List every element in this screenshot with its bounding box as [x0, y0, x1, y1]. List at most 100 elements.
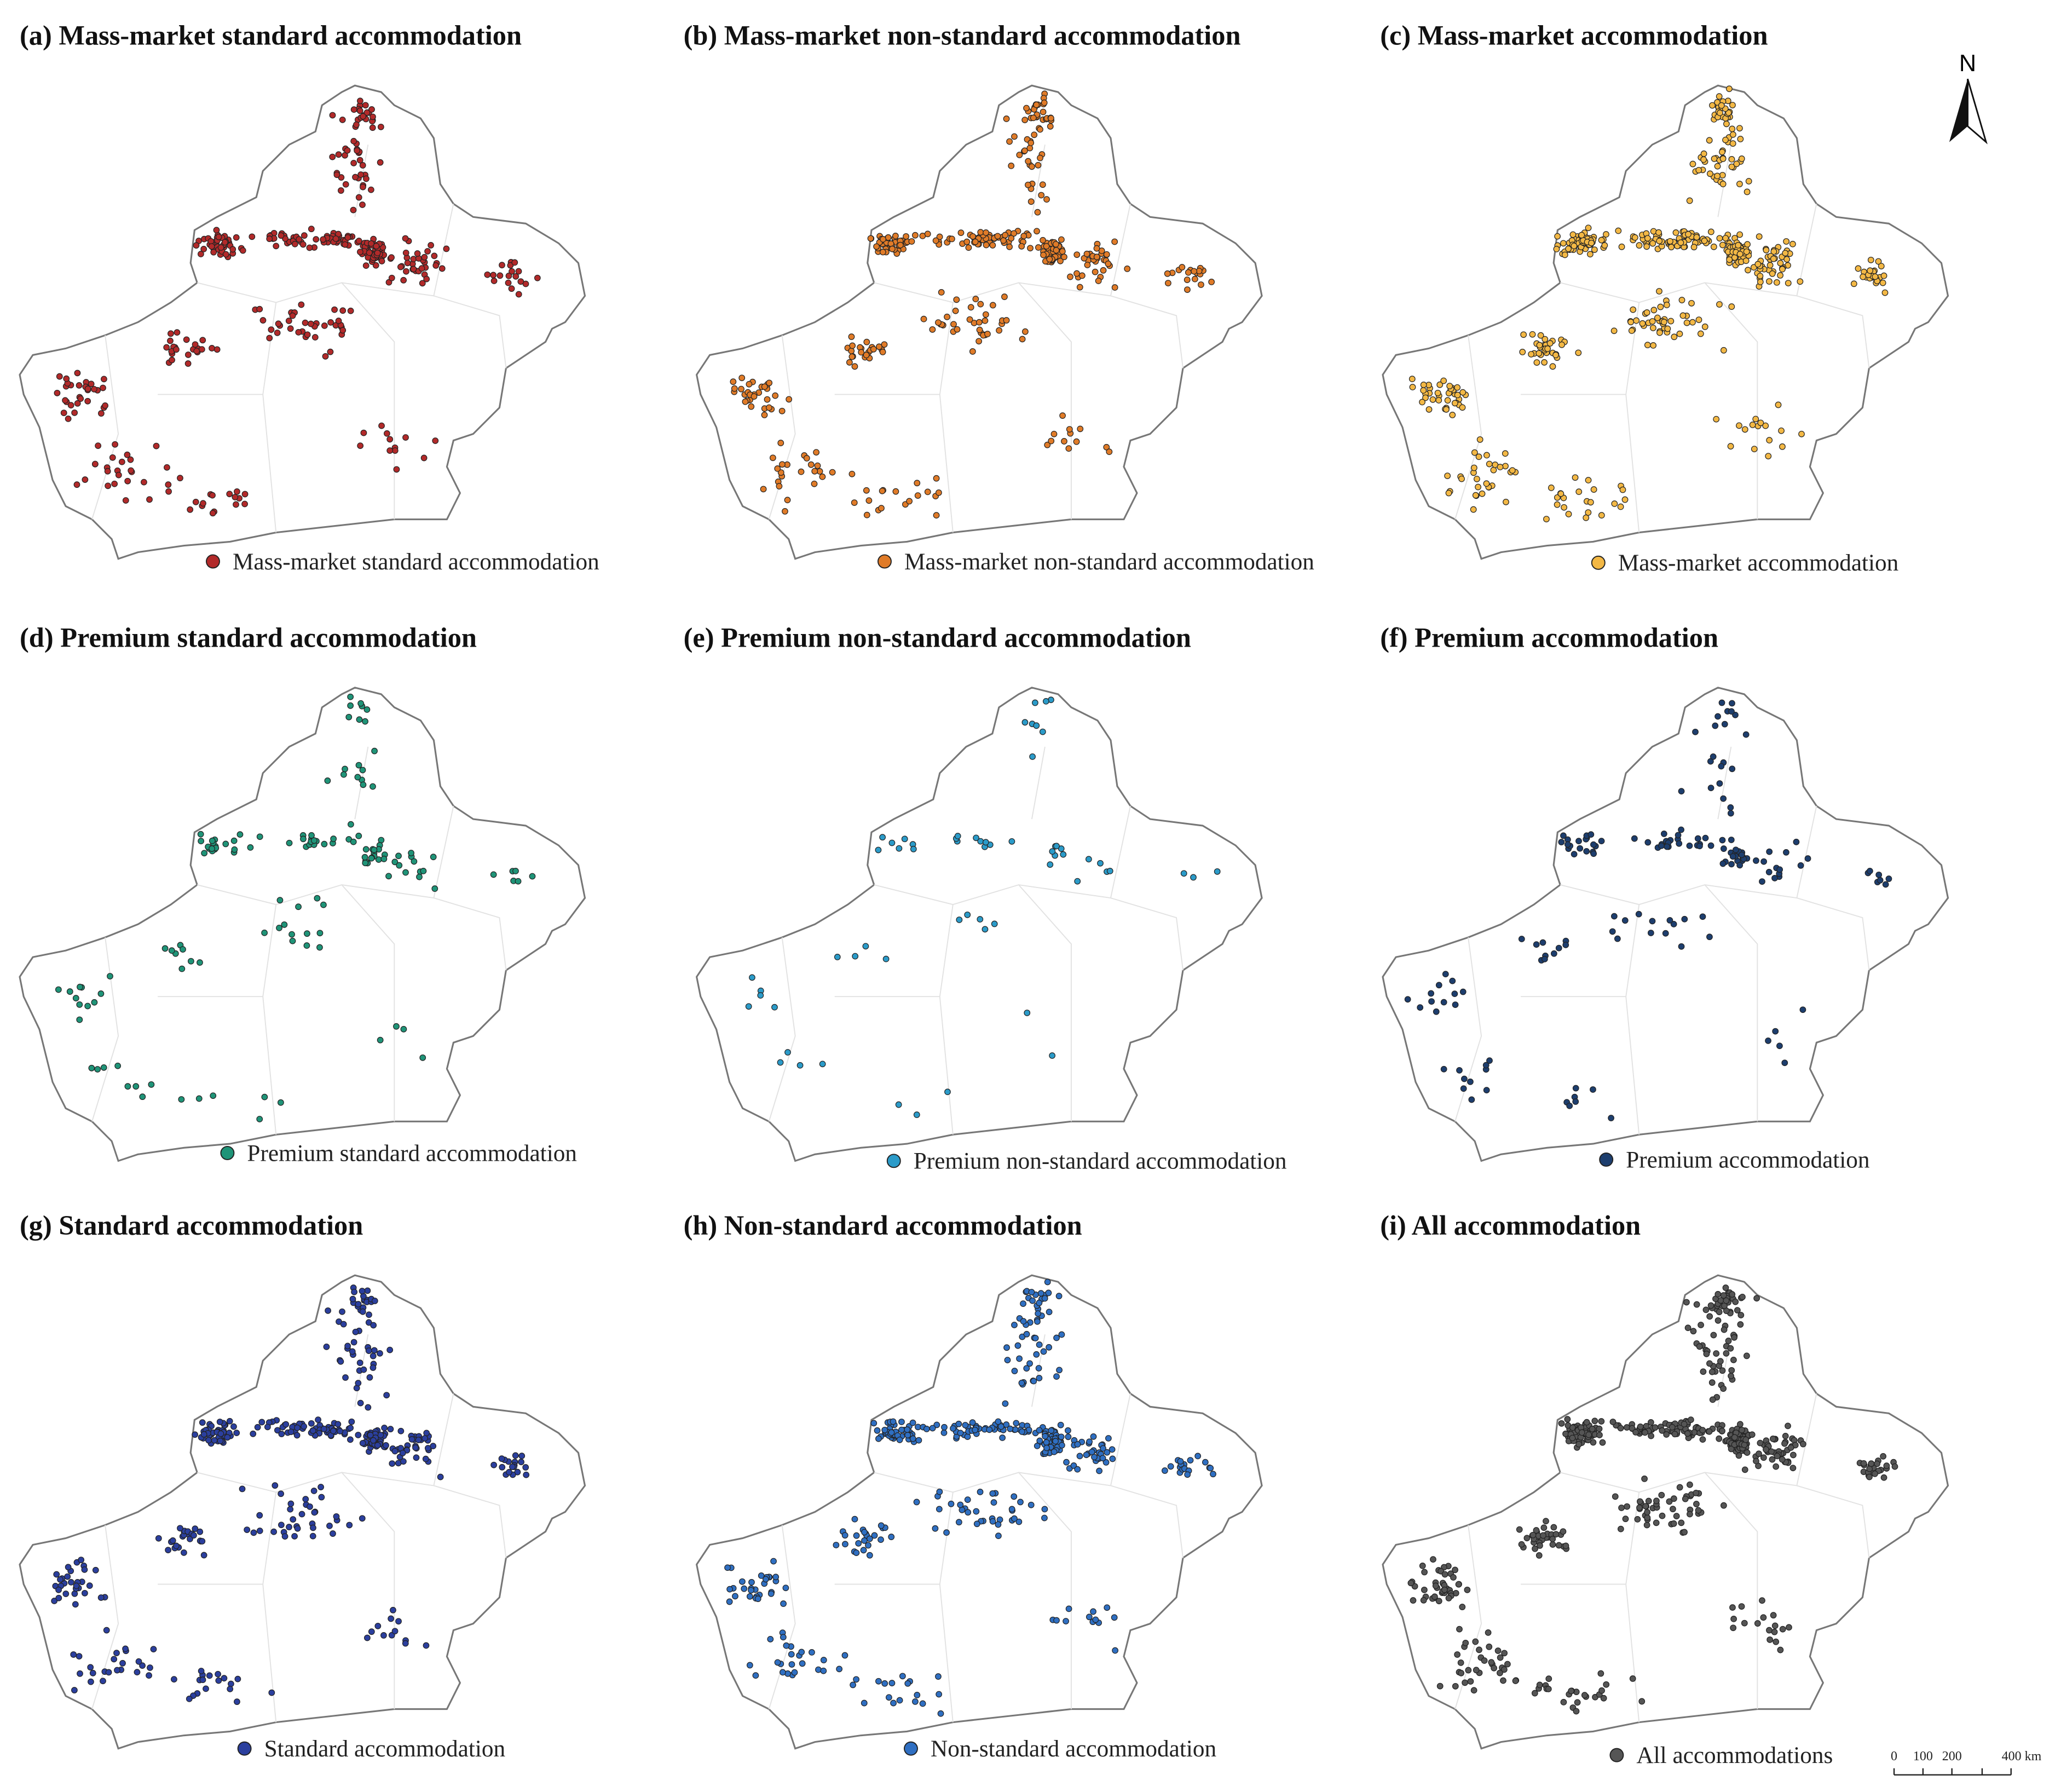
accommodation-point: [955, 1420, 962, 1427]
accommodation-point: [302, 319, 309, 326]
accommodation-point: [419, 280, 426, 287]
accommodation-point: [356, 157, 363, 164]
accommodation-point: [1036, 1299, 1043, 1306]
accommodation-point: [954, 326, 961, 333]
accommodation-point: [276, 924, 282, 931]
accommodation-point: [1678, 826, 1684, 833]
accommodation-point: [973, 1520, 980, 1528]
accommodation-point: [1475, 453, 1482, 460]
accommodation-point: [1035, 162, 1042, 169]
accommodation-point: [1452, 1566, 1458, 1574]
accommodation-point: [1167, 1463, 1174, 1470]
accommodation-point: [347, 1436, 354, 1443]
accommodation-point: [72, 1601, 79, 1608]
accommodation-point: [388, 1615, 394, 1622]
accommodation-point: [1184, 1471, 1191, 1478]
accommodation-point: [1591, 246, 1598, 253]
accommodation-point: [351, 1288, 357, 1295]
accommodation-point: [1520, 331, 1527, 338]
accommodation-point: [1428, 990, 1435, 997]
accommodation-point: [360, 429, 367, 436]
accommodation-point: [357, 700, 364, 707]
accommodation-point: [295, 329, 302, 336]
accommodation-point: [355, 194, 362, 201]
accommodation-point: [1636, 1504, 1643, 1511]
accommodation-point: [1601, 242, 1608, 249]
accommodation-point: [1569, 1434, 1576, 1442]
accommodation-point: [388, 274, 395, 281]
accommodation-point: [1730, 1624, 1737, 1632]
accommodation-point: [374, 250, 381, 256]
accommodation-point: [984, 331, 991, 337]
accommodation-point: [1875, 258, 1882, 265]
accommodation-point: [65, 1564, 72, 1571]
accommodation-point: [1660, 319, 1667, 326]
accommodation-point: [1446, 383, 1453, 389]
accommodation-point: [1733, 160, 1740, 168]
accommodation-point: [301, 232, 308, 239]
accommodation-point: [1684, 1430, 1691, 1437]
accommodation-point: [1431, 1593, 1438, 1600]
accommodation-point: [1754, 261, 1762, 268]
accommodation-point: [1467, 1078, 1474, 1085]
accommodation-point: [1635, 911, 1642, 918]
accommodation-point: [895, 1101, 902, 1108]
accommodation-point: [404, 260, 411, 267]
accommodation-point: [1109, 1455, 1116, 1462]
accommodation-point: [1714, 172, 1721, 180]
accommodation-point: [1581, 1692, 1588, 1699]
accommodation-point: [819, 473, 826, 480]
accommodation-point: [1004, 1357, 1011, 1363]
accommodation-point: [983, 241, 990, 249]
accommodation-point: [422, 1435, 428, 1442]
accommodation-point: [418, 265, 425, 272]
accommodation-point: [848, 348, 855, 354]
accommodation-point: [321, 840, 328, 848]
accommodation-point: [964, 1433, 971, 1440]
accommodation-point: [393, 1023, 400, 1030]
accommodation-point: [1672, 229, 1679, 236]
accommodation-point: [726, 1586, 734, 1593]
legend-swatch: [904, 1741, 918, 1756]
accommodation-point: [1560, 1528, 1567, 1535]
accommodation-point: [357, 97, 363, 105]
accommodation-point: [109, 454, 116, 461]
accommodation-point: [1027, 139, 1035, 146]
accommodation-point: [88, 1064, 95, 1071]
accommodation-point: [1475, 483, 1481, 491]
accommodation-point: [1590, 841, 1597, 848]
accommodation-point: [1185, 269, 1192, 276]
accommodation-point: [1757, 419, 1764, 427]
accommodation-point: [1645, 1497, 1652, 1505]
accommodation-point: [1429, 396, 1436, 403]
accommodation-point: [432, 262, 440, 269]
accommodation-point: [767, 1635, 774, 1643]
accommodation-point: [1590, 850, 1597, 857]
accommodation-point: [419, 1054, 426, 1061]
accommodation-point: [337, 1428, 344, 1434]
accommodation-point: [86, 1582, 93, 1589]
accommodation-point: [141, 479, 147, 486]
accommodation-point: [309, 1532, 316, 1540]
accommodation-point: [1022, 328, 1029, 335]
accommodation-point: [909, 1435, 916, 1442]
accommodation-point: [118, 458, 125, 465]
accommodation-point: [508, 285, 515, 292]
accommodation-point: [989, 1518, 996, 1525]
accommodation-point: [1585, 477, 1592, 483]
prefecture-border: [434, 1485, 507, 1558]
accommodation-point: [1643, 243, 1650, 250]
accommodation-point: [777, 440, 784, 446]
accommodation-point: [1575, 488, 1583, 495]
accommodation-point: [60, 410, 67, 416]
accommodation-point: [892, 488, 899, 495]
accommodation-point: [1003, 116, 1010, 122]
accommodation-point: [1003, 317, 1010, 324]
prefecture-border: [1797, 295, 1870, 368]
prefecture-border: [1018, 1472, 1072, 1709]
accommodation-point: [1736, 862, 1744, 869]
accommodation-point: [1678, 297, 1685, 303]
accommodation-point: [221, 239, 228, 246]
accommodation-point: [1420, 387, 1427, 394]
accommodation-point: [948, 1500, 955, 1507]
